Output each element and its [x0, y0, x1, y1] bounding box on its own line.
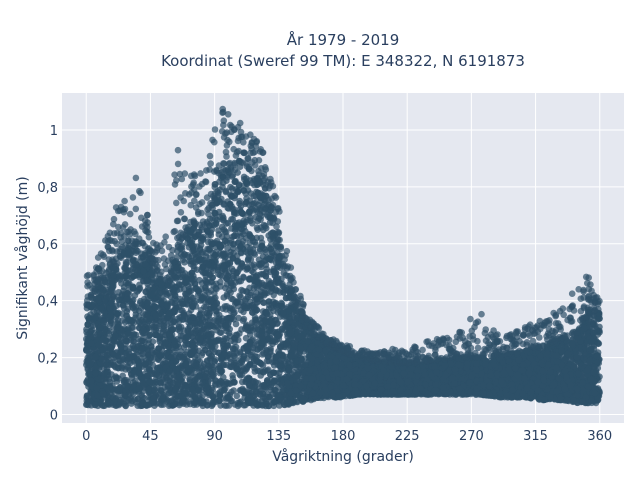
chart-title-line2: Koordinat (Sweref 99 TM): E 348322, N 61…	[161, 52, 525, 70]
data-points	[83, 105, 603, 410]
chart-title-line1: År 1979 - 2019	[287, 30, 400, 49]
data-point	[129, 324, 137, 332]
data-point	[119, 372, 126, 380]
data-point	[215, 231, 223, 238]
data-point	[202, 284, 209, 292]
data-point	[252, 213, 259, 221]
data-point	[240, 273, 247, 281]
